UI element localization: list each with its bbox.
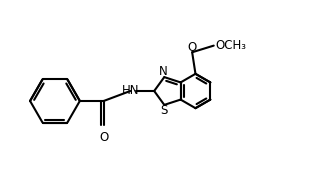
Text: HN: HN	[122, 84, 139, 97]
Text: OCH₃: OCH₃	[215, 39, 246, 52]
Text: N: N	[159, 65, 168, 78]
Text: O: O	[99, 131, 108, 144]
Text: S: S	[160, 104, 168, 117]
Text: O: O	[188, 41, 197, 54]
